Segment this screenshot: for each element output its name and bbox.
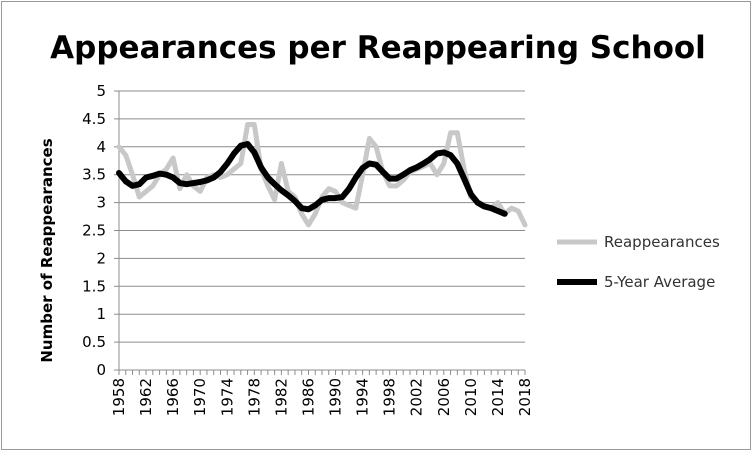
x-tick-label: 1986 [299,378,317,416]
legend-label: Reappearances [604,233,720,251]
x-tick-label: 1958 [110,378,128,416]
y-tick-label: 0.5 [82,333,106,351]
legend: Reappearances 5-Year Average [557,233,720,291]
chart-title: Appearances per Reappearing School [50,30,706,66]
y-tick-label: 5 [96,82,106,100]
y-tick-label: 3.5 [82,166,106,184]
y-tick-label: 0 [96,361,106,379]
x-tick-label: 2014 [489,378,507,416]
x-tick-label: 1974 [218,378,236,416]
x-tick-label: 1978 [245,378,263,416]
series-line-1 [119,144,505,214]
x-tick-label: 2006 [435,378,453,416]
y-axis-label: Number of Reappearances [38,138,56,362]
x-tick-label: 1966 [164,378,182,416]
y-tick-label: 4.5 [82,110,106,128]
legend-label: 5-Year Average [604,273,715,291]
y-tick-label: 2 [96,249,106,267]
x-tick-label: 1962 [137,378,155,416]
gridlines [119,91,525,342]
x-tick-label: 2002 [408,378,426,416]
y-tick-label: 4 [96,138,106,156]
y-tick-label: 3 [96,194,106,212]
x-tick-label: 1970 [191,378,209,416]
y-tick-label: 1.5 [82,277,106,295]
y-tick-labels: 0 0.5 1 1.5 2 2.5 3 3.5 4 4.5 5 [82,82,106,379]
x-tick-label: 2010 [462,378,480,416]
x-tick-labels: 1958 1962 1966 1970 1974 1978 1982 1986 1990 1994… [110,378,534,416]
x-tick-label: 1994 [354,378,372,416]
x-tick-label: 1982 [272,378,290,416]
chart-frame: Appearances per Reappearing School Numbe… [1,1,751,450]
axes [114,91,525,375]
line-chart: Appearances per Reappearing School Numbe… [2,2,752,451]
x-tick-label: 2018 [516,378,534,416]
y-tick-label: 1 [96,305,106,323]
y-tick-label: 2.5 [82,222,106,240]
x-tick-label: 1990 [327,378,345,416]
x-tick-label: 1998 [381,378,399,416]
